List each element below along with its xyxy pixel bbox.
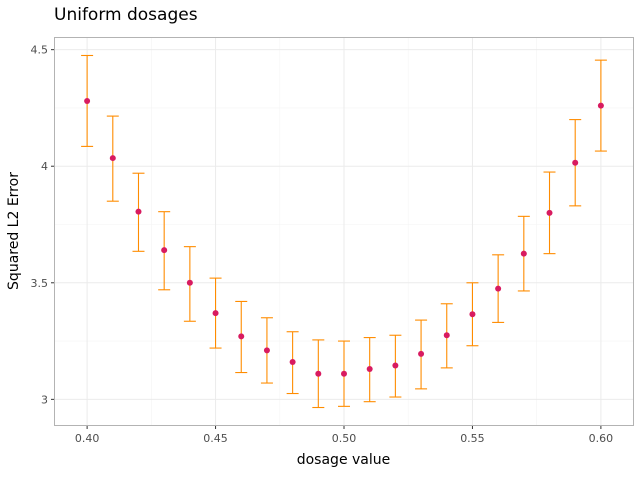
data-point (161, 247, 168, 254)
x-tick-label: 0.55 (460, 432, 485, 445)
data-point (469, 311, 476, 318)
y-axis-title: Squared L2 Error (6, 172, 22, 290)
data-point (263, 347, 270, 354)
data-point (238, 333, 245, 340)
plot-panel (54, 37, 634, 426)
data-point (418, 350, 425, 357)
data-points (84, 97, 604, 377)
data-point (315, 370, 322, 377)
y-tick-label: 3.5 (31, 277, 49, 290)
error-bars (81, 54, 607, 409)
x-tick-label: 0.60 (589, 432, 614, 445)
data-point (84, 97, 91, 104)
y-tick-label: 3 (41, 393, 48, 406)
data-point (186, 279, 193, 286)
data-point (135, 208, 142, 215)
x-tick-label: 0.40 (75, 432, 100, 445)
x-axis: 0.40 0.45 0.50 0.55 0.60 (75, 425, 613, 445)
y-tick-label: 4 (41, 160, 48, 173)
data-point (212, 310, 219, 317)
data-point (546, 209, 553, 216)
x-tick-label: 0.45 (203, 432, 228, 445)
chart-title: Uniform dosages (54, 5, 198, 25)
y-axis: 3 3.5 4 4.5 (31, 44, 55, 406)
data-point (392, 362, 399, 369)
data-point (495, 285, 502, 292)
data-point (289, 359, 296, 366)
x-tick-label: 0.50 (332, 432, 357, 445)
data-point (366, 366, 373, 373)
data-point (597, 102, 604, 109)
data-point (520, 250, 527, 257)
data-point (443, 332, 450, 339)
data-point (572, 159, 579, 166)
data-point (109, 155, 116, 162)
y-tick-label: 4.5 (31, 44, 49, 57)
x-axis-title: dosage value (297, 452, 391, 468)
data-point (341, 370, 347, 377)
